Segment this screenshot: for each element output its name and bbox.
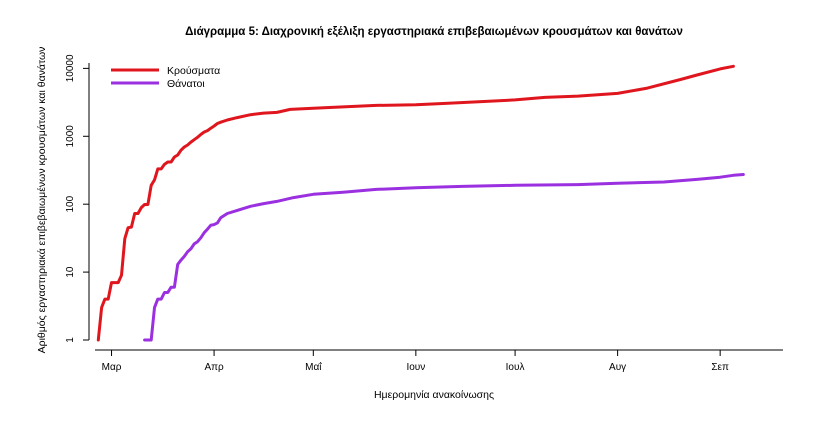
x-tick-label: Απρ xyxy=(204,362,224,373)
series-line-deaths xyxy=(143,173,745,342)
x-tick-label: Μαΐ xyxy=(305,361,322,373)
chart-title: Διάγραμμα 5: Διαχρονική εξέλιξη εργαστηρ… xyxy=(185,26,683,38)
x-tick-label: Μαρ xyxy=(102,362,122,373)
y-tick-label: 10 xyxy=(65,266,76,278)
x-tick-label: Σεπ xyxy=(711,362,729,373)
legend-label-cases: Κρούσματα xyxy=(167,65,220,77)
y-axis-label: Αριθμός εργαστηριακά επιβεβαιωμένων κρου… xyxy=(36,47,48,354)
x-ticks: Μαρ Απρ Μαΐ Ιουν Ιουλ Αυγ Σεπ xyxy=(102,350,729,373)
x-tick-label: Ιουλ xyxy=(506,362,525,373)
y-tick-label: 1 xyxy=(65,337,76,343)
x-axis-label: Ημερομηνία ανακοίνωσης xyxy=(374,389,494,401)
legend-label-deaths: Θάνατοι xyxy=(167,78,205,90)
series-line-cases xyxy=(96,64,735,342)
legend: Κρούσματα Θάνατοι xyxy=(111,65,220,90)
y-ticks: 1 10 100 1000 10000 xyxy=(65,54,89,343)
x-tick-label: Ιουν xyxy=(406,362,425,373)
series-group xyxy=(96,64,745,342)
y-tick-label: 1000 xyxy=(65,125,76,148)
x-tick-label: Αυγ xyxy=(609,362,626,373)
y-tick-label: 100 xyxy=(65,195,76,212)
y-tick-label: 10000 xyxy=(65,54,76,82)
